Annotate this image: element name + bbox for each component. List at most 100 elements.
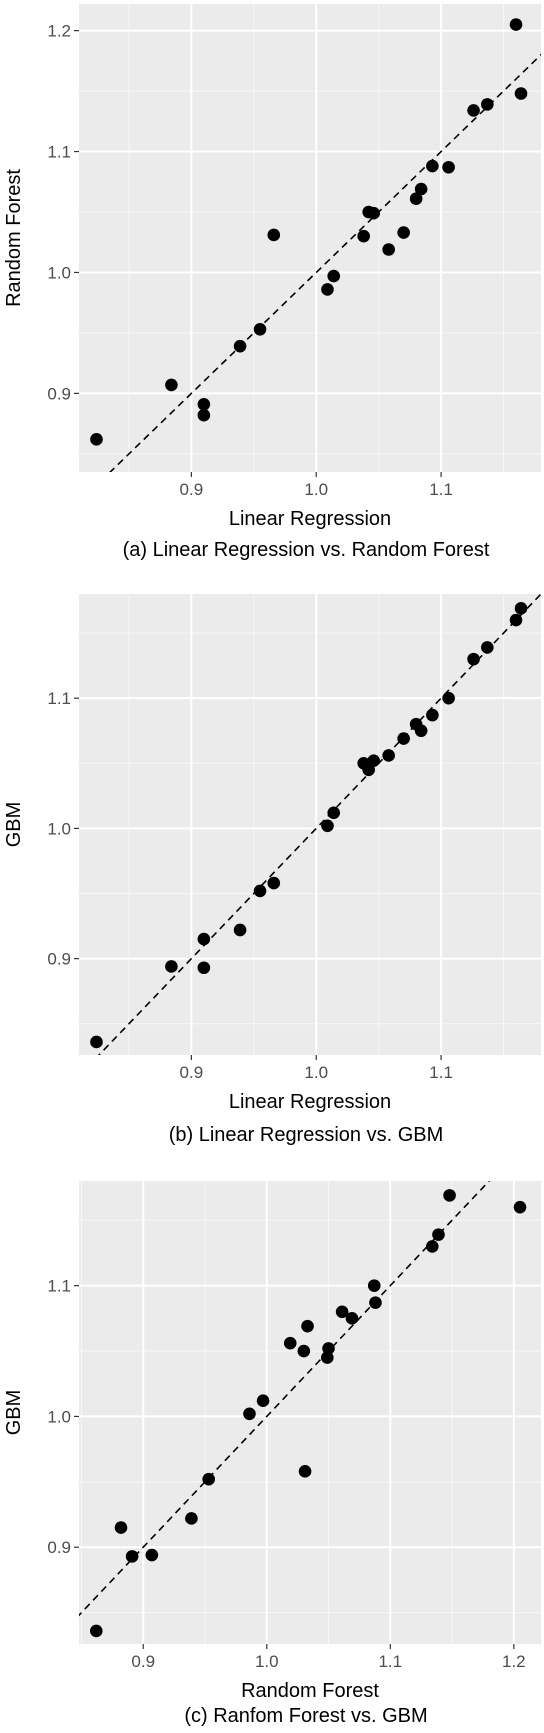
data-point-1 bbox=[90, 1035, 103, 1049]
x-tick-label: 1.0 bbox=[304, 1063, 328, 1082]
x-tick-label: 0.9 bbox=[131, 1652, 155, 1671]
y-tick-label: 1.1 bbox=[47, 689, 71, 708]
data-point-19 bbox=[425, 1240, 439, 1253]
data-point-1 bbox=[89, 1624, 103, 1638]
x-tick-label: 1.1 bbox=[378, 1652, 402, 1671]
data-point-20 bbox=[432, 1228, 445, 1241]
data-point-6 bbox=[253, 323, 267, 336]
x-tick-label: 1.2 bbox=[502, 1652, 526, 1671]
data-point-1 bbox=[90, 433, 103, 446]
plot-area bbox=[79, 594, 541, 1055]
x-tick-label: 1.0 bbox=[255, 1652, 279, 1671]
panel-3: 0.9 1.0 1.1 1.2 0.9 1.0 1.1 Random Forest GBM (c)… bbox=[3, 1181, 541, 1727]
identity-line bbox=[109, 53, 541, 472]
data-point-17 bbox=[426, 708, 439, 722]
panel-caption: (a) Linear Regression vs. Random Forest bbox=[123, 539, 490, 561]
data-point-5 bbox=[233, 923, 247, 937]
y-axis-title: Random Forest bbox=[3, 169, 25, 307]
data-point-16 bbox=[345, 1312, 359, 1325]
data-point-20 bbox=[481, 641, 494, 654]
data-point-7 bbox=[267, 876, 281, 890]
x-tick-label: 0.9 bbox=[180, 1063, 204, 1082]
y-tick-label: 1.0 bbox=[47, 263, 71, 282]
x-tick-label: 1.0 bbox=[304, 480, 328, 499]
data-point-9 bbox=[327, 269, 341, 283]
plot-area bbox=[79, 1181, 541, 1644]
data-point-21 bbox=[509, 613, 523, 627]
data-point-6 bbox=[253, 884, 267, 898]
plot-area bbox=[79, 4, 541, 472]
y-tick-label: 1.0 bbox=[47, 1407, 71, 1426]
data-point-11 bbox=[298, 1465, 312, 1478]
data-point-8 bbox=[321, 283, 334, 296]
data-point-7 bbox=[267, 228, 281, 242]
data-point-13 bbox=[320, 1351, 334, 1364]
data-point-13 bbox=[382, 243, 395, 256]
y-axis-title: GBM bbox=[3, 802, 25, 848]
data-point-22 bbox=[514, 87, 528, 100]
panel-caption: (c) Ranfom Forest vs. GBM bbox=[184, 1705, 427, 1727]
data-point-16 bbox=[414, 724, 428, 738]
data-point-8 bbox=[321, 819, 334, 833]
panel-1: 0.9 1.0 1.1 0.9 1.0 1.1 1.2 Linear Regression Ra… bbox=[3, 4, 541, 561]
plot-background bbox=[79, 4, 541, 472]
data-point-6 bbox=[202, 1472, 216, 1486]
data-point-16 bbox=[414, 182, 428, 196]
data-point-15 bbox=[409, 192, 423, 205]
y-tick-label: 0.9 bbox=[47, 1538, 71, 1557]
y-tick-label: 1.1 bbox=[47, 143, 71, 162]
data-point-13 bbox=[382, 749, 395, 762]
data-point-3 bbox=[197, 397, 211, 411]
y-tick-label: 0.9 bbox=[47, 384, 71, 403]
y-tick-label: 1.0 bbox=[47, 819, 71, 838]
x-axis-title: Random Forest bbox=[241, 1680, 379, 1702]
data-point-10 bbox=[357, 229, 370, 243]
data-point-2 bbox=[114, 1521, 128, 1534]
x-axis-title: Linear Regression bbox=[229, 508, 391, 530]
data-point-19 bbox=[467, 652, 480, 666]
x-tick-label: 1.1 bbox=[429, 480, 453, 499]
data-point-18 bbox=[442, 160, 455, 174]
data-point-14 bbox=[397, 226, 410, 239]
data-point-4 bbox=[197, 408, 211, 422]
data-point-9 bbox=[327, 806, 341, 820]
data-point-21 bbox=[443, 1189, 456, 1202]
data-point-4 bbox=[145, 1548, 159, 1562]
data-point-15 bbox=[335, 1305, 349, 1319]
data-point-18 bbox=[369, 1296, 382, 1309]
data-point-14 bbox=[322, 1342, 335, 1355]
y-tick-label: 1.1 bbox=[47, 1277, 71, 1296]
data-point-18 bbox=[442, 691, 455, 705]
data-point-2 bbox=[165, 960, 178, 973]
data-point-9 bbox=[283, 1336, 297, 1350]
y-axis-title: GBM bbox=[3, 1390, 25, 1436]
data-point-8 bbox=[256, 1394, 270, 1408]
y-tick-label: 0.9 bbox=[47, 950, 71, 969]
data-point-17 bbox=[426, 159, 439, 173]
data-point-14 bbox=[397, 732, 410, 745]
data-point-12 bbox=[367, 206, 380, 220]
data-point-17 bbox=[367, 1279, 381, 1292]
data-point-10 bbox=[297, 1344, 311, 1358]
data-point-22 bbox=[514, 602, 528, 615]
data-point-7 bbox=[243, 1407, 256, 1421]
panel-2: 0.9 1.0 1.1 0.9 1.0 1.1 Linear Regression GBM (b… bbox=[3, 594, 541, 1146]
data-point-4 bbox=[197, 961, 211, 975]
data-point-21 bbox=[509, 18, 523, 31]
data-point-20 bbox=[481, 98, 494, 111]
data-point-5 bbox=[233, 339, 247, 353]
data-point-2 bbox=[165, 378, 178, 392]
y-tick-label: 1.2 bbox=[47, 22, 71, 41]
data-point-12 bbox=[301, 1319, 314, 1333]
x-tick-label: 1.1 bbox=[429, 1063, 453, 1082]
data-point-22 bbox=[513, 1200, 527, 1214]
data-point-5 bbox=[185, 1512, 198, 1525]
panel-caption: (b) Linear Regression vs. GBM bbox=[169, 1124, 444, 1146]
data-point-12 bbox=[367, 754, 380, 767]
plot-background bbox=[79, 594, 541, 1055]
plot-background bbox=[79, 1181, 541, 1644]
data-point-3 bbox=[125, 1550, 139, 1563]
data-point-19 bbox=[467, 104, 480, 117]
x-tick-label: 0.9 bbox=[180, 480, 204, 499]
